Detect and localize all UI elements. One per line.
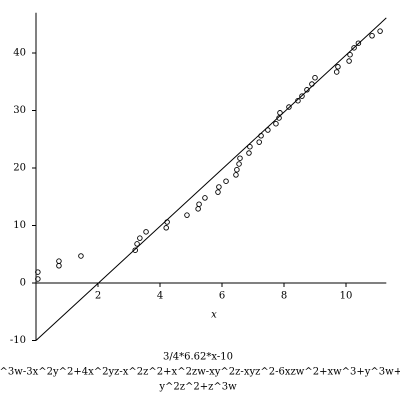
point	[369, 33, 375, 39]
y-tick-label: 0	[20, 278, 26, 289]
point	[246, 150, 252, 156]
point	[184, 212, 190, 218]
point	[35, 276, 41, 282]
point	[134, 241, 140, 247]
point	[163, 225, 169, 231]
caption-line: 3/4*6.62*x-10	[163, 352, 233, 363]
point	[132, 247, 138, 253]
point	[137, 235, 143, 241]
point	[56, 263, 62, 269]
point	[78, 253, 84, 259]
x-tick-label: 2	[95, 291, 101, 302]
x-tick-label: 10	[340, 291, 353, 302]
point	[333, 69, 340, 75]
point	[237, 155, 243, 161]
point	[164, 219, 170, 225]
point	[299, 93, 305, 99]
point	[355, 40, 362, 46]
caption-line: x^3w-3x^2y^2+4x^2yz-x^2z^2+x^2zw-xy^2z-x…	[0, 367, 400, 378]
y-tick-label: 30	[13, 105, 26, 116]
x-tick-label: 8	[281, 291, 287, 302]
x-tick-label: 6	[219, 291, 225, 302]
point	[256, 139, 262, 145]
point	[335, 64, 341, 70]
caption-line: y^2z^2+z^3w	[158, 382, 237, 393]
x-tick-label: 4	[157, 291, 163, 302]
point	[276, 115, 282, 121]
y-tick-label: 20	[13, 163, 26, 174]
point	[216, 184, 222, 190]
point	[273, 120, 279, 127]
point	[56, 258, 62, 264]
fit-line	[35, 17, 387, 341]
point	[347, 51, 353, 58]
x-axis-label: x	[211, 310, 217, 321]
point	[35, 269, 41, 275]
point	[202, 195, 208, 201]
point	[223, 178, 229, 184]
y-tick-label: 40	[13, 48, 26, 59]
point	[233, 172, 239, 178]
point	[346, 58, 352, 64]
point	[215, 189, 221, 195]
point	[377, 28, 383, 34]
point	[234, 166, 240, 173]
point	[195, 206, 201, 212]
point	[143, 229, 149, 235]
y-tick-label: -10	[10, 335, 26, 346]
y-tick-label: 10	[13, 220, 26, 231]
point	[236, 161, 242, 167]
point	[312, 74, 318, 81]
point	[304, 87, 310, 93]
point	[265, 127, 271, 133]
point	[277, 110, 283, 116]
point	[247, 143, 253, 150]
point	[351, 45, 357, 51]
point	[196, 201, 202, 207]
point	[309, 81, 315, 87]
point	[286, 104, 292, 110]
